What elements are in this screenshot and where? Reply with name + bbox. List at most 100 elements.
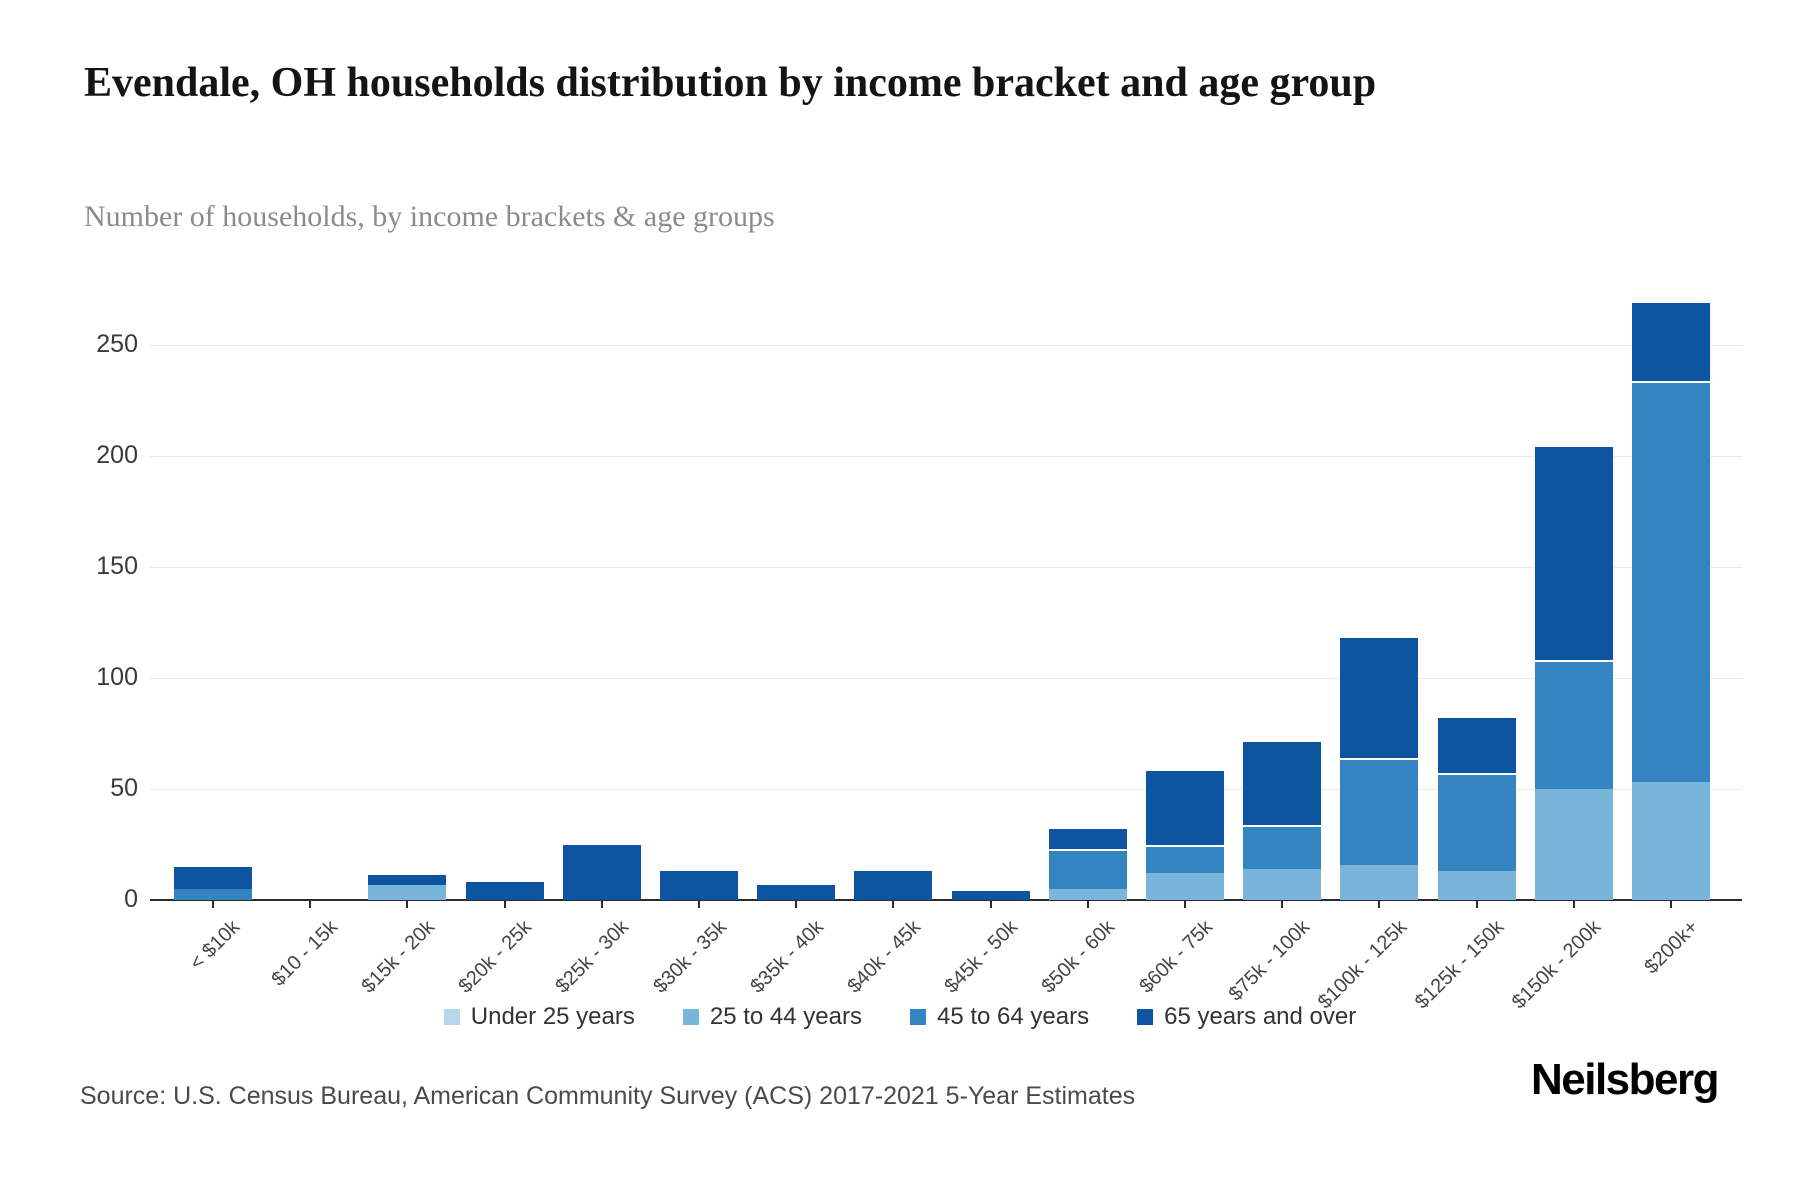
x-axis-tick: [892, 901, 895, 908]
bar-segment-65-years-and-over[interactable]: [368, 873, 447, 885]
bar-$150k - 200k: [1534, 444, 1613, 900]
x-axis-label-$15k - 20k: $15k - 20k: [357, 916, 439, 998]
y-axis-label-200: 200: [96, 441, 138, 469]
bar-segment-65-years-and-over[interactable]: [757, 884, 836, 900]
gridline-200: [150, 455, 1742, 457]
bar-segment-65-years-and-over[interactable]: [1437, 715, 1516, 774]
x-axis-tick: [1086, 901, 1089, 908]
bar-$15k - 20k: [368, 873, 447, 900]
bar-segment-45-to-64-years[interactable]: [1340, 757, 1419, 865]
gridline-250: [150, 344, 1742, 346]
bar-segment-45-to-64-years[interactable]: [1048, 848, 1127, 889]
gridline-100: [150, 677, 1742, 679]
bar-segment-65-years-and-over[interactable]: [951, 891, 1030, 900]
bar-$60k - 75k: [1146, 769, 1224, 900]
bar-segment-45-to-64-years[interactable]: [1243, 824, 1322, 869]
bar-segment-25-to-44-years[interactable]: [1534, 789, 1613, 900]
x-axis-label-$35k - 40k: $35k - 40k: [746, 916, 828, 998]
x-axis-label-$45k - 50k: $45k - 50k: [940, 916, 1023, 998]
chart-subtitle: Number of households, by income brackets…: [84, 200, 775, 233]
legend-label: Under 25 years: [470, 1003, 635, 1030]
chart-title: Evendale, OH households distribution by …: [84, 60, 1377, 106]
bar-segment-65-years-and-over[interactable]: [1632, 300, 1710, 381]
bar-segment-45-to-64-years[interactable]: [1437, 773, 1516, 872]
x-axis-label-$125k - 150k: $125k - 150k: [1410, 916, 1509, 1014]
legend-swatch-icon: [909, 1009, 926, 1025]
x-axis-label-$60k - 75k: $60k - 75k: [1134, 916, 1217, 998]
bar-segment-65-years-and-over[interactable]: [465, 882, 544, 900]
y-axis-label-150: 150: [96, 552, 138, 580]
y-axis-label-50: 50: [110, 774, 138, 802]
bar-segment-65-years-and-over[interactable]: [854, 871, 933, 900]
bar-$25k - 30k: [562, 844, 641, 900]
bar-segment-65-years-and-over[interactable]: [1340, 635, 1419, 758]
bar-segment-65-years-and-over[interactable]: [660, 871, 738, 900]
bar-$35k - 40k: [757, 884, 836, 900]
bar-segment-65-years-and-over[interactable]: [562, 844, 641, 900]
bar-segment-65-years-and-over[interactable]: [1146, 769, 1224, 845]
x-axis-line: [150, 899, 1742, 901]
x-axis-label-$75k - 100k: $75k - 100k: [1224, 916, 1314, 1006]
bar-$40k - 45k: [854, 871, 933, 900]
legend-item-under-25-years[interactable]: Under 25 years: [443, 1003, 635, 1031]
y-axis-label-250: 250: [96, 330, 138, 358]
bar-segment-45-to-64-years[interactable]: [1146, 844, 1224, 874]
x-axis-label-$100k - 125k: $100k - 125k: [1313, 916, 1411, 1014]
bar-< $10k: [174, 864, 252, 900]
legend-item-25-to-44-years[interactable]: 25 to 44 years: [682, 1003, 862, 1031]
x-axis-label-$20k - 25k: $20k - 25k: [454, 916, 537, 998]
x-axis-tick: [406, 901, 409, 908]
bar-segment-45-to-64-years[interactable]: [1534, 660, 1613, 789]
x-axis-label-$30k - 35k: $30k - 35k: [648, 916, 731, 998]
bar-segment-25-to-44-years[interactable]: [1437, 871, 1516, 900]
x-axis-tick: [1281, 901, 1284, 908]
x-axis-tick: [212, 901, 214, 908]
bar-$75k - 100k: [1243, 740, 1322, 900]
bar-$30k - 35k: [660, 871, 738, 900]
x-axis-label-$40k - 45k: $40k - 45k: [843, 916, 925, 998]
x-axis-tick: [1572, 901, 1575, 908]
x-axis-tick: [309, 901, 312, 908]
bar-$45k - 50k: [951, 891, 1030, 900]
legend-item-65-years-and-over[interactable]: 65 years and over: [1137, 1003, 1356, 1031]
bar-segment-25-to-44-years[interactable]: [1146, 873, 1224, 900]
legend-swatch-icon: [443, 1009, 460, 1025]
bar-segment-25-to-44-years[interactable]: [1243, 868, 1322, 900]
bar-$20k - 25k: [465, 882, 544, 900]
bar-segment-65-years-and-over[interactable]: [1048, 826, 1127, 849]
bar-$125k - 150k: [1437, 715, 1516, 900]
legend-item-45-to-64-years[interactable]: 45 to 64 years: [909, 1003, 1090, 1031]
x-axis-label-$10 - 15k: $10 - 15k: [267, 916, 342, 991]
x-axis-tick: [1184, 901, 1186, 908]
x-axis-label-$150k - 200k: $150k - 200k: [1508, 916, 1606, 1014]
source-text: Source: U.S. Census Bureau, American Com…: [80, 1082, 1136, 1110]
bar-segment-25-to-44-years[interactable]: [368, 884, 447, 900]
bar-segment-25-to-44-years[interactable]: [1048, 888, 1127, 900]
bar-$100k - 125k: [1340, 635, 1419, 900]
bar-$50k - 60k: [1048, 826, 1127, 900]
x-axis-tick: [989, 901, 992, 908]
bar-$200k+: [1632, 300, 1710, 900]
bar-segment-65-years-and-over[interactable]: [174, 864, 252, 889]
bar-segment-25-to-44-years[interactable]: [1632, 782, 1710, 900]
bar-segment-65-years-and-over[interactable]: [1534, 444, 1613, 661]
x-axis-tick: [1378, 901, 1381, 908]
legend-swatch-icon: [1137, 1009, 1154, 1025]
legend: Under 25 years 25 to 44 years 45 to 64 yea…: [0, 1003, 1800, 1031]
x-axis-label-$25k - 30k: $25k - 30k: [551, 916, 634, 998]
x-axis-tick: [1670, 901, 1672, 908]
bar-segment-45-to-64-years[interactable]: [1632, 380, 1710, 783]
bar-segment-45-to-64-years[interactable]: [174, 888, 252, 900]
legend-swatch-icon: [682, 1009, 699, 1025]
y-axis-label-100: 100: [96, 663, 138, 691]
y-axis-label-0: 0: [124, 885, 138, 913]
x-axis-tick: [1475, 901, 1478, 908]
legend-label: 65 years and over: [1164, 1003, 1357, 1030]
x-axis-tick: [795, 901, 798, 908]
bar-segment-25-to-44-years[interactable]: [1340, 864, 1419, 900]
x-axis-label-< $10k: < $10k: [186, 916, 245, 975]
bar-segment-65-years-and-over[interactable]: [1243, 740, 1322, 825]
legend-label: 45 to 64 years: [936, 1003, 1090, 1030]
x-axis-tick: [698, 901, 700, 908]
